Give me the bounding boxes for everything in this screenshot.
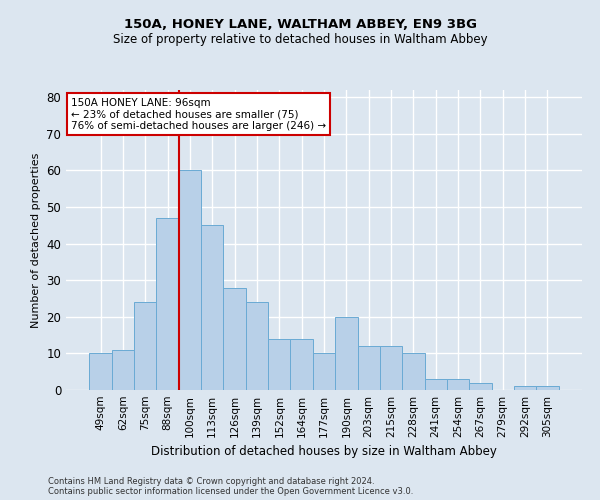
Bar [179, 170, 201, 390]
Bar [201, 226, 223, 390]
X-axis label: Distribution of detached houses by size in Waltham Abbey: Distribution of detached houses by size … [151, 446, 497, 458]
Text: Size of property relative to detached houses in Waltham Abbey: Size of property relative to detached ho… [113, 32, 487, 46]
Bar [157, 218, 179, 390]
Bar [447, 379, 469, 390]
Bar [89, 354, 112, 390]
Bar [134, 302, 157, 390]
Bar [335, 317, 358, 390]
Text: Contains HM Land Registry data © Crown copyright and database right 2024.: Contains HM Land Registry data © Crown c… [48, 478, 374, 486]
Bar [268, 339, 290, 390]
Text: Contains public sector information licensed under the Open Government Licence v3: Contains public sector information licen… [48, 488, 413, 496]
Bar [514, 386, 536, 390]
Bar [246, 302, 268, 390]
Bar [223, 288, 246, 390]
Bar [402, 354, 425, 390]
Text: 150A, HONEY LANE, WALTHAM ABBEY, EN9 3BG: 150A, HONEY LANE, WALTHAM ABBEY, EN9 3BG [124, 18, 476, 30]
Bar [536, 386, 559, 390]
Bar [380, 346, 402, 390]
Bar [313, 354, 335, 390]
Bar [290, 339, 313, 390]
Bar [425, 379, 447, 390]
Text: 150A HONEY LANE: 96sqm
← 23% of detached houses are smaller (75)
76% of semi-det: 150A HONEY LANE: 96sqm ← 23% of detached… [71, 98, 326, 130]
Bar [112, 350, 134, 390]
Bar [358, 346, 380, 390]
Bar [469, 382, 491, 390]
Y-axis label: Number of detached properties: Number of detached properties [31, 152, 41, 328]
